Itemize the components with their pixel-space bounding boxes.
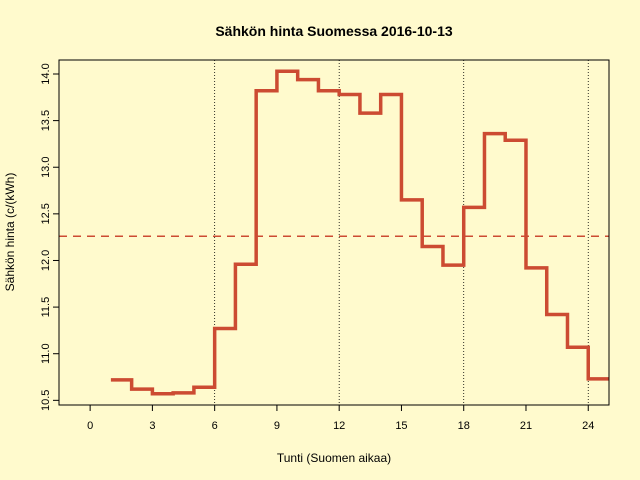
x-tick-label-21: 21: [520, 420, 532, 432]
x-axis-label: Tunti (Suomen aikaa): [277, 451, 391, 465]
x-tick-label-24: 24: [582, 420, 594, 432]
x-tick-label-15: 15: [395, 420, 407, 432]
plot-frame: [58, 59, 610, 406]
y-tick-label-7: 14.0: [40, 63, 52, 84]
y-tick-label-6: 13.5: [40, 110, 52, 131]
y-axis: 10.5 11.0 11.5 12.0 12.5 13.0 13.5 14.0: [40, 63, 59, 411]
series-layer: [110, 69, 609, 396]
y-tick-label-0: 10.5: [40, 390, 52, 411]
price-step-line-0: [110, 69, 609, 396]
x-tick-label-0: 0: [87, 420, 93, 432]
x-axis: 0 3 6 9 12 15 18 21 24: [87, 405, 594, 432]
chart-title: Sähkön hinta Suomessa 2016-10-13: [215, 23, 453, 39]
grid-lines: [214, 60, 589, 405]
y-tick-label-3: 12.0: [40, 250, 52, 271]
x-tick-label-9: 9: [274, 420, 280, 432]
y-tick-label-5: 13.0: [40, 157, 52, 178]
y-tick-label-4: 12.5: [40, 203, 52, 224]
y-axis-label: Sähkön hinta (c/(kWh): [3, 173, 17, 292]
y-tick-label-1: 11.0: [40, 343, 52, 364]
x-tick-label-3: 3: [149, 420, 155, 432]
x-tick-label-18: 18: [458, 420, 470, 432]
x-tick-label-6: 6: [212, 420, 218, 432]
x-tick-label-12: 12: [333, 420, 345, 432]
y-tick-label-2: 11.5: [40, 297, 52, 318]
